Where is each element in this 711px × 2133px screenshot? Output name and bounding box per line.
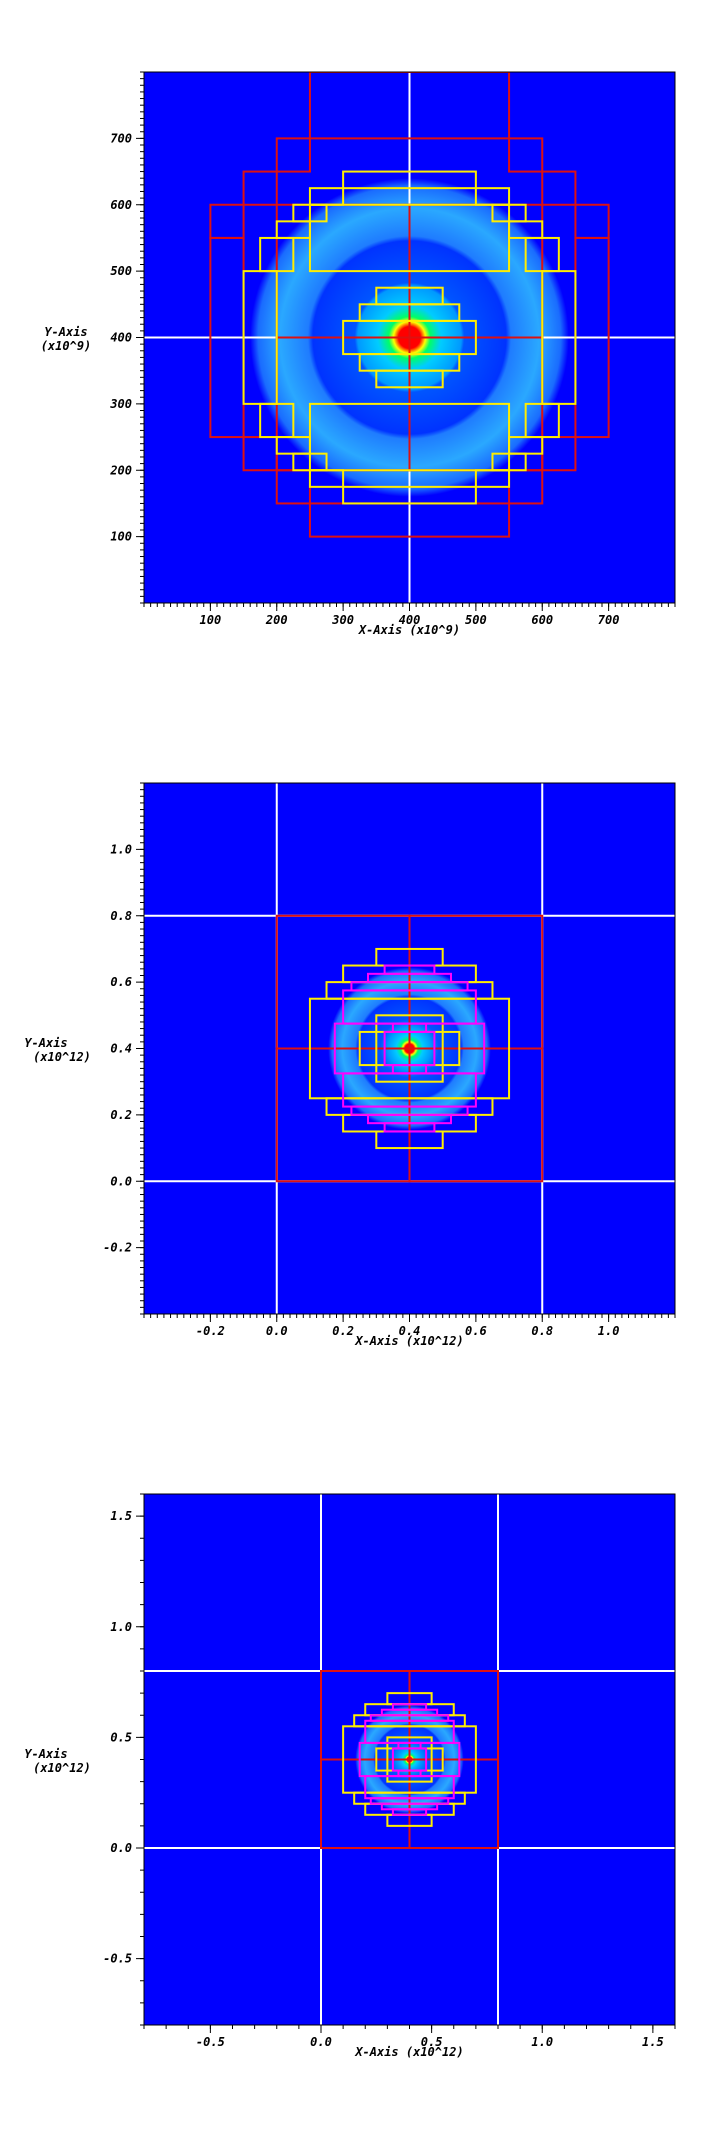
chart-2: -0.2 0.0 0.2 0.4 0.6 0.8 1.0 -0.2 0.0 0.2 0.4 0.6 0.… — [0, 711, 711, 1422]
level2-grid-box — [375, 369, 444, 389]
level2-grid-box — [308, 402, 511, 472]
x-tick-label: 0.5 — [421, 2035, 443, 2049]
y-axis-unit: (x10^12) — [33, 1050, 91, 1064]
y-tick-label: 0.2 — [110, 1108, 132, 1122]
y-tick-label: 0.6 — [110, 975, 132, 989]
level3-grid-box — [391, 1808, 428, 1816]
y-tick-label: 100 — [110, 530, 132, 544]
x-tick-label: -0.2 — [196, 1324, 225, 1338]
y-tick-label: 400 — [110, 331, 132, 345]
level2-grid-box — [375, 1014, 444, 1083]
x-tick-label: 0.2 — [332, 1324, 354, 1338]
level2-grid-box — [342, 170, 477, 190]
x-tick-label: 0.0 — [266, 1324, 288, 1338]
x-axis-label: X-Axis (x10^9) — [358, 623, 460, 637]
axes-layer: -0.2 0.0 0.2 0.4 0.6 0.8 1.0 -0.2 0.0 0.2 0.4 0.6 0.… — [103, 782, 676, 1338]
x-axis-label: X-Axis (x10^12) — [354, 1334, 463, 1348]
grid-layer — [144, 1494, 675, 2025]
x-tick-label: 0.0 — [310, 2035, 332, 2049]
x-tick-label: 1.0 — [531, 2035, 553, 2049]
y-tick-label: 1.0 — [110, 842, 132, 856]
chart-1-svg: 100 200 300 400 500 600 700 100 200 300 400 500 600 7… — [41, 71, 676, 637]
chart-3-svg: -0.5 0.0 0.5 1.0 1.5 -0.5 0.0 0.5 1.0 1.5 X-Axis … — [24, 1493, 676, 2059]
axes-layer: 100 200 300 400 500 600 700 100 200 300 400 500 600 7… — [109, 71, 676, 627]
grid-layer — [144, 72, 675, 603]
x-tick-label: 600 — [531, 613, 553, 627]
x-tick-label: 300 — [331, 613, 354, 627]
level2-grid-box — [386, 1736, 433, 1783]
level2-grid-box — [342, 485, 477, 505]
x-tick-label: 200 — [265, 613, 288, 627]
y-tick-label: 200 — [109, 463, 132, 477]
level3-grid-box — [397, 1769, 422, 1778]
level1-grid-box — [308, 72, 511, 140]
x-tick-label: 400 — [399, 613, 421, 627]
axes-layer: -0.5 0.0 0.5 1.0 1.5 -0.5 0.0 0.5 1.0 1.5 — [103, 1493, 676, 2049]
grid-layer — [144, 783, 675, 1314]
level1-grid-box — [242, 170, 278, 206]
x-tick-label: 100 — [200, 613, 222, 627]
chart-3: -0.5 0.0 0.5 1.0 1.5 -0.5 0.0 0.5 1.0 1.5 X-Axis … — [0, 1422, 711, 2133]
y-tick-label: 0.8 — [110, 909, 132, 923]
x-tick-label: 500 — [465, 613, 487, 627]
level1-grid-box — [541, 170, 577, 206]
y-tick-label: -0.5 — [103, 1952, 132, 1966]
x-tick-label: 1.0 — [598, 1324, 620, 1338]
level3-grid-box — [383, 1122, 436, 1133]
x-tick-label: 1.5 — [642, 2035, 664, 2049]
x-tick-label: 0.4 — [399, 1324, 421, 1338]
y-tick-label: 0.0 — [110, 1174, 132, 1188]
level1-grid-box — [275, 137, 311, 173]
y-tick-label: 0.0 — [110, 1841, 132, 1855]
y-axis-label: Y-Axis — [24, 1747, 67, 1761]
y-tick-label: 600 — [110, 198, 132, 212]
y-tick-label: 700 — [110, 131, 132, 145]
y-tick-label: -0.2 — [103, 1241, 132, 1255]
y-tick-label: 1.0 — [110, 1620, 132, 1634]
chart-1: 100 200 300 400 500 600 700 100 200 300 400 500 600 7… — [0, 0, 711, 711]
y-axis-label: Y-Axis — [44, 325, 87, 339]
chart-2-svg: -0.2 0.0 0.2 0.4 0.6 0.8 1.0 -0.2 0.0 0.2 0.4 0.6 0.… — [24, 782, 676, 1348]
y-axis-unit: (x10^9) — [41, 339, 92, 353]
x-axis-label: X-Axis (x10^12) — [354, 2045, 463, 2059]
y-tick-label: 300 — [109, 397, 132, 411]
x-tick-label: 700 — [598, 613, 620, 627]
y-axis-unit: (x10^12) — [33, 1761, 91, 1775]
x-tick-label: -0.5 — [196, 2035, 225, 2049]
y-axis-label: Y-Axis — [24, 1036, 67, 1050]
x-tick-label: 0.8 — [531, 1324, 553, 1338]
y-tick-label: 500 — [110, 264, 132, 278]
x-tick-label: 0.6 — [465, 1324, 487, 1338]
level2-grid-box — [308, 203, 511, 273]
level3-grid-box — [391, 1064, 428, 1075]
level1-grid-box — [508, 137, 544, 173]
y-tick-label: 0.4 — [110, 1042, 132, 1056]
y-tick-label: 1.5 — [110, 1509, 132, 1523]
y-tick-label: 0.5 — [110, 1730, 132, 1744]
